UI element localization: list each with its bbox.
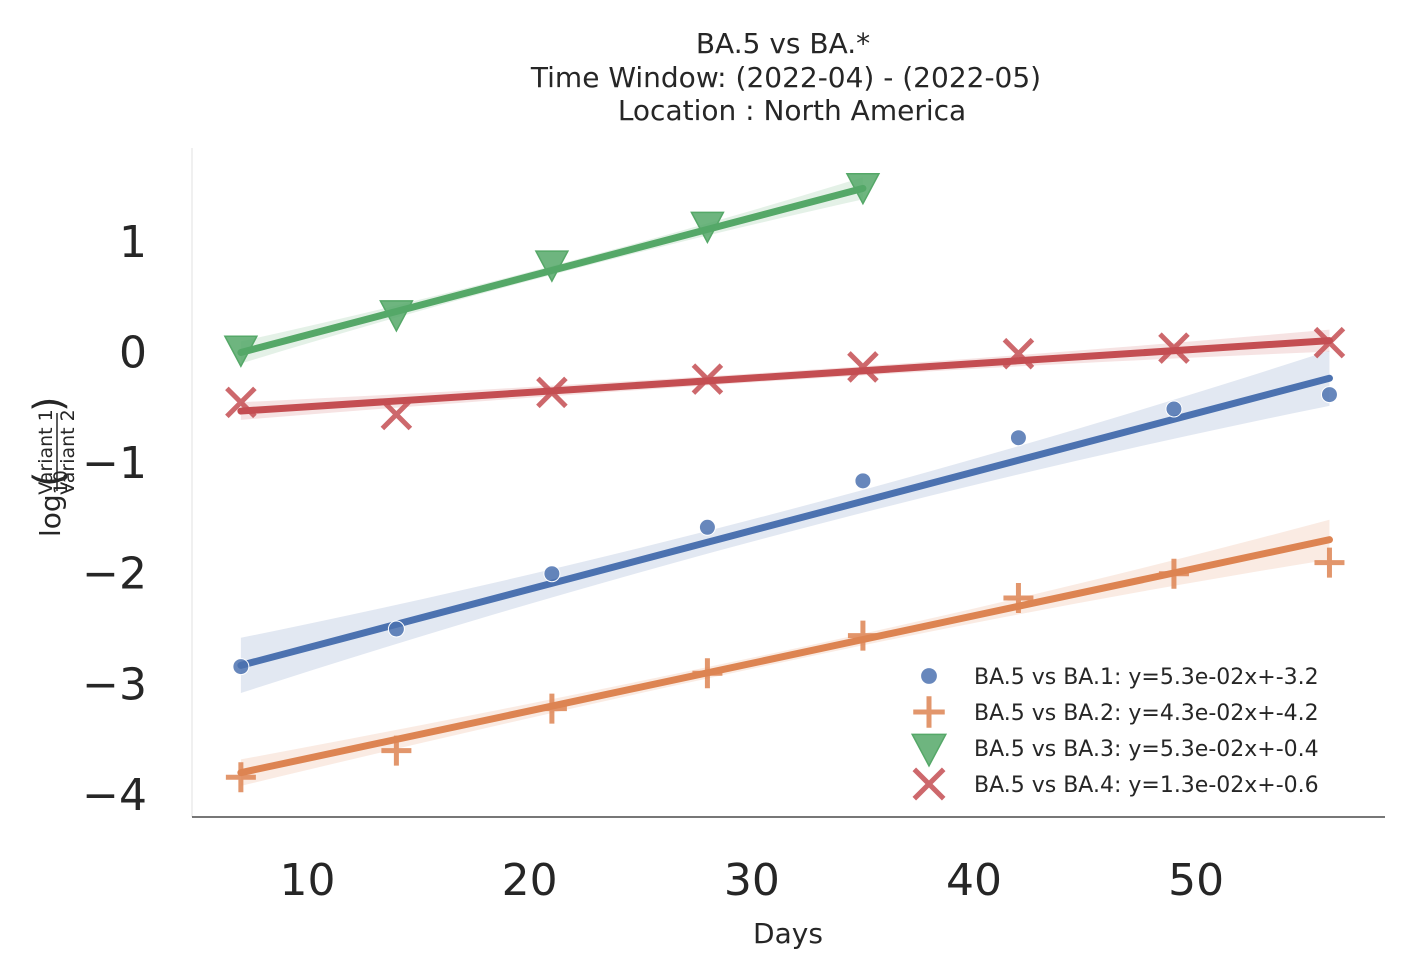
title-line-1: BA.5 vs BA.* bbox=[696, 27, 870, 60]
data-points bbox=[223, 172, 1346, 793]
ba-5-vs-ba-1-legend-marker bbox=[920, 667, 938, 685]
ba-5-vs-ba-1-point bbox=[1009, 429, 1027, 447]
y-label-denominator: Variant 2 bbox=[57, 409, 79, 495]
ba-5-vs-ba-1-point bbox=[1165, 400, 1183, 418]
ba-5-vs-ba-2-point bbox=[381, 735, 412, 766]
ba-5-vs-ba-1-point bbox=[232, 658, 250, 676]
confidence-bands bbox=[240, 177, 1330, 786]
ba-5-vs-ba-3-legend-label: BA.5 vs BA.3: y=5.3e-02x+-0.4 bbox=[974, 737, 1319, 762]
ba-5-vs-ba-1-point bbox=[698, 518, 716, 536]
ba-5-vs-ba-3-point bbox=[845, 172, 881, 206]
ba-5-vs-ba-4-point bbox=[847, 351, 879, 383]
ba-5-vs-ba-4-point bbox=[380, 398, 413, 431]
ba-5-vs-ba-1-point bbox=[854, 472, 872, 490]
ba-5-vs-ba-4-fit-line bbox=[237, 337, 1333, 415]
ba-5-vs-ba-1-legend-label: BA.5 vs BA.1: y=5.3e-02x+-3.2 bbox=[974, 665, 1319, 690]
svg-text:): ) bbox=[26, 396, 72, 412]
chart-title: BA.5 vs BA.* Time Window: (2022-04) - (2… bbox=[530, 27, 1041, 127]
x-tick-label: 20 bbox=[502, 855, 558, 906]
ba-5-vs-ba-2-point bbox=[225, 762, 256, 793]
ba-5-vs-ba-2-legend-marker bbox=[913, 696, 945, 728]
ba-5-vs-ba-4-point bbox=[536, 376, 568, 409]
ba-5-vs-ba-4-legend-label: BA.5 vs BA.4: y=1.3e-02x+-0.6 bbox=[974, 773, 1319, 798]
ba-5-vs-ba-4-point bbox=[1002, 337, 1035, 370]
y-axis-label: log10 ( Variant 1 Variant 2 ) bbox=[26, 396, 79, 537]
ba-5-vs-ba-1-point bbox=[1320, 386, 1338, 404]
y-tick-label: 0 bbox=[119, 328, 147, 379]
ba-5-vs-ba-3-point bbox=[223, 335, 259, 368]
ba-5-vs-ba-1-point bbox=[543, 565, 561, 583]
ba-5-vs-ba-2-legend-label: BA.5 vs BA.2: y=4.3e-02x+-4.2 bbox=[974, 701, 1319, 726]
ba-5-vs-ba-2-point bbox=[536, 693, 567, 724]
ba-5-vs-ba-3-point bbox=[379, 300, 414, 333]
x-axis-label: Days bbox=[753, 917, 823, 950]
ba-5-vs-ba-2-point bbox=[1314, 547, 1345, 578]
x-tick-label: 50 bbox=[1168, 855, 1224, 906]
legend: BA.5 vs BA.1: y=5.3e-02x+-3.2 BA.5 vs BA.… bbox=[910, 665, 1319, 801]
svg-text:(: ( bbox=[26, 471, 72, 487]
ba-5-vs-ba-4-point bbox=[1313, 326, 1346, 359]
ba-5-vs-ba-4-point bbox=[691, 363, 724, 395]
ba-5-vs-ba-2-point bbox=[1003, 583, 1034, 614]
ba-5-vs-ba-2-point bbox=[847, 620, 878, 651]
ba-5-vs-ba-2-point bbox=[692, 658, 723, 689]
y-label-base: 10 bbox=[50, 470, 72, 494]
y-tick-label: −4 bbox=[82, 770, 147, 821]
y-tick-label: −1 bbox=[82, 438, 147, 489]
x-tick-label: 30 bbox=[724, 855, 780, 906]
y-tick-label: −2 bbox=[82, 549, 147, 600]
ba-5-vs-ba-2-fit-line bbox=[237, 536, 1333, 777]
title-line-2: Time Window: (2022-04) - (2022-05) bbox=[530, 61, 1041, 94]
svg-text:log10: log10 bbox=[34, 470, 72, 537]
y-label-numerator: Variant 1 bbox=[35, 409, 57, 495]
ba-5-vs-ba-4-legend-marker bbox=[912, 767, 946, 801]
ba-5-vs-ba-2-point bbox=[1158, 558, 1189, 589]
ba-5-vs-ba-3-point bbox=[534, 250, 570, 283]
x-tick-label: 40 bbox=[946, 855, 1002, 906]
axes bbox=[191, 148, 1385, 818]
y-tick-label: 1 bbox=[119, 217, 147, 268]
title-line-3: Location : North America bbox=[618, 94, 966, 127]
y-label-log: log bbox=[34, 494, 67, 537]
ba-5-vs-ba-3-point bbox=[690, 211, 725, 244]
ba-5-vs-ba-1-point bbox=[387, 620, 405, 638]
ba-5-vs-ba-4-point bbox=[1158, 332, 1190, 364]
fit-lines bbox=[237, 184, 1333, 777]
y-tick-label: −3 bbox=[82, 659, 147, 710]
ba-5-vs-ba-1-fit-line bbox=[237, 374, 1333, 669]
ba-5-vs-ba-4-point bbox=[225, 386, 257, 419]
x-tick-label: 10 bbox=[280, 855, 336, 906]
ba-5-vs-ba-3-legend-marker bbox=[910, 733, 948, 768]
